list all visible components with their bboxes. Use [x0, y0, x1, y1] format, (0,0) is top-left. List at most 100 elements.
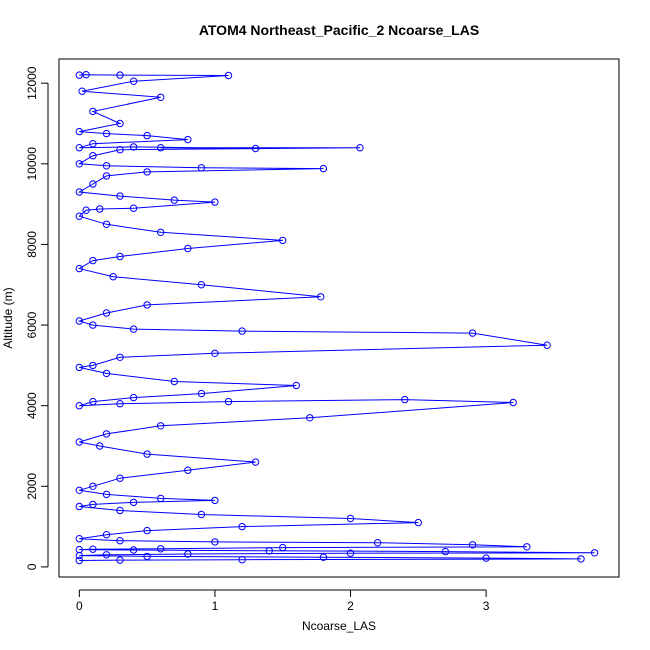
data-point: [75, 188, 84, 196]
data-point: [279, 543, 287, 552]
data-point: [238, 327, 246, 335]
data-point: [224, 71, 233, 80]
data-point: [184, 466, 192, 474]
data-point: [184, 244, 192, 253]
data-point: [211, 496, 219, 505]
data-point: [89, 140, 97, 148]
y-tick-label: 4000: [25, 392, 39, 419]
data-point: [238, 522, 246, 531]
data-point: [265, 547, 273, 555]
data-point: [75, 317, 84, 325]
data-point: [89, 482, 97, 490]
data-point: [129, 143, 138, 151]
y-tick-label: 10000: [25, 147, 39, 181]
data-point: [292, 381, 300, 390]
data-point: [157, 93, 165, 102]
y-tick-label: 6000: [25, 311, 39, 338]
y-tick-label: 8000: [25, 231, 39, 258]
data-point: [157, 422, 165, 430]
data-point: [102, 220, 111, 229]
data-point: [82, 71, 90, 79]
data-point: [75, 264, 84, 273]
data-point: [590, 549, 599, 557]
data-point: [251, 458, 260, 466]
data-point: [197, 389, 206, 398]
data-point: [75, 438, 84, 446]
y-axis-label: Altitude (m): [1, 287, 15, 348]
x-axis-label: Ncoarse_LAS: [302, 619, 376, 633]
data-point: [224, 397, 233, 406]
data-point: [116, 353, 124, 361]
data-point: [184, 135, 192, 144]
data-point: [75, 535, 84, 543]
data-point: [75, 212, 84, 220]
data-point: [319, 164, 328, 173]
data-point: [82, 206, 90, 214]
data-point: [89, 152, 97, 160]
y-tick-label: 2000: [25, 473, 39, 500]
data-point: [251, 144, 260, 153]
data-point: [197, 281, 206, 289]
data-point: [116, 400, 124, 408]
data-point: [75, 402, 84, 410]
data-point: [509, 398, 517, 407]
data-point: [143, 168, 151, 176]
y-tick-label: 0: [25, 563, 39, 570]
data-point: [116, 252, 124, 261]
data-point: [129, 77, 138, 85]
data-point: [129, 546, 138, 554]
data-point: [543, 341, 551, 349]
data-point: [184, 550, 192, 558]
series-layer: [75, 71, 599, 565]
data-point: [129, 498, 138, 507]
data-point: [317, 293, 325, 301]
data-point: [346, 514, 355, 523]
data-point: [116, 556, 124, 564]
data-point: [129, 325, 138, 333]
x-tick-label: 2: [347, 599, 354, 613]
data-point: [373, 539, 382, 547]
data-point: [143, 450, 151, 458]
data-point: [441, 547, 450, 556]
data-point: [197, 164, 206, 172]
data-point: [211, 349, 219, 357]
data-point: [75, 144, 84, 152]
data-point: [89, 500, 97, 509]
data-point: [523, 543, 531, 551]
x-axis: 0 1 2 3: [76, 589, 490, 613]
data-point: [116, 71, 124, 79]
y-tick-label: 12000: [25, 66, 39, 100]
data-point: [157, 144, 165, 152]
data-point: [211, 538, 219, 546]
data-point: [116, 192, 124, 200]
data-point: [170, 196, 179, 204]
chart-title: ATOM4 Northeast_Pacific_2 Ncoarse_LAS: [199, 22, 479, 38]
data-point: [102, 531, 111, 539]
data-point: [102, 551, 111, 559]
data-point: [89, 321, 97, 329]
data-point: [116, 119, 124, 128]
data-point: [401, 395, 409, 404]
data-point: [75, 486, 84, 494]
data-point: [75, 363, 84, 372]
data-point: [319, 553, 328, 561]
data-point: [468, 329, 477, 337]
data-point: [157, 494, 165, 503]
data-point: [116, 146, 124, 154]
data-point: [211, 198, 219, 206]
data-point: [89, 180, 97, 188]
data-point: [89, 107, 97, 116]
data-point: [75, 127, 84, 136]
data-point: [129, 204, 138, 212]
data-point: [102, 490, 111, 499]
data-point: [96, 442, 104, 450]
data-point: [468, 541, 477, 549]
data-point: [96, 205, 104, 213]
data-point: [238, 556, 246, 564]
x-tick-label: 0: [76, 599, 83, 613]
data-point: [577, 555, 585, 563]
data-point: [102, 369, 111, 378]
data-point: [116, 474, 124, 482]
data-point: [157, 545, 165, 553]
